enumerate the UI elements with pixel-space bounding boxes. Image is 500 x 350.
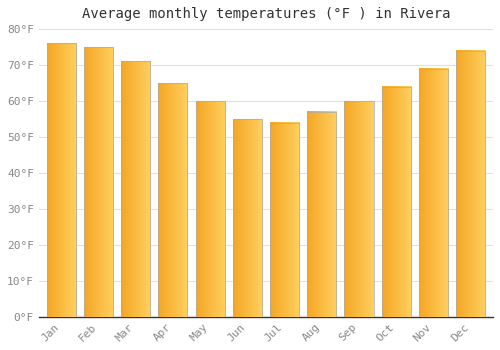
Bar	[456, 51, 485, 317]
Bar	[270, 122, 299, 317]
Bar	[233, 119, 262, 317]
Bar	[196, 101, 224, 317]
Bar	[308, 112, 336, 317]
Bar	[344, 101, 374, 317]
Bar	[158, 83, 188, 317]
Bar	[84, 47, 113, 317]
Bar	[121, 62, 150, 317]
Title: Average monthly temperatures (°F ) in Rivera: Average monthly temperatures (°F ) in Ri…	[82, 7, 450, 21]
Bar	[419, 69, 448, 317]
Bar	[382, 86, 411, 317]
Bar	[46, 43, 76, 317]
